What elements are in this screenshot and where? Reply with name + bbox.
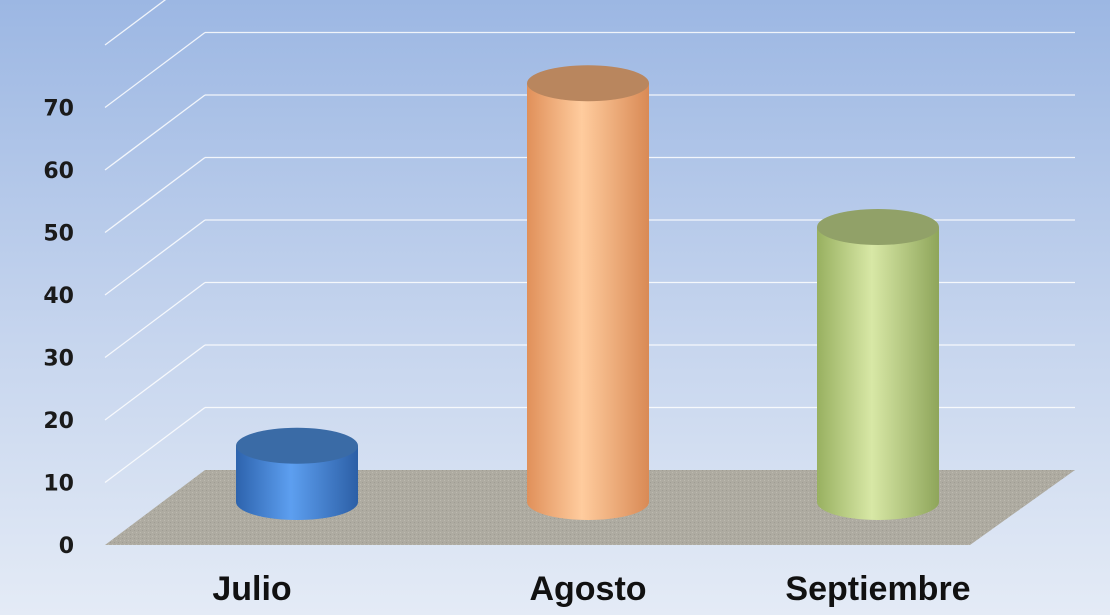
bar-top-shade <box>236 427 358 464</box>
gridline-side <box>104 219 206 296</box>
bar-top <box>817 209 939 245</box>
y-tick-label: 60 <box>43 159 74 184</box>
y-tick-label: 70 <box>43 97 74 122</box>
gridline-side <box>104 406 206 484</box>
bar-top-shade <box>527 65 649 102</box>
bar-body <box>817 227 939 520</box>
y-tick-label: 50 <box>43 222 74 247</box>
y-tick-label: 10 <box>43 472 74 497</box>
y-axis-ticks: 0 10 20 30 40 50 60 70 <box>43 97 74 560</box>
gridline-side <box>104 0 167 46</box>
bar-agosto <box>527 65 649 520</box>
gridline-side <box>104 281 206 359</box>
bar-body <box>527 83 649 520</box>
gridline-side <box>104 31 206 109</box>
bar-top-shade <box>817 209 939 245</box>
y-tick-label: 0 <box>59 534 74 559</box>
y-tick-label: 20 <box>43 409 74 434</box>
gridline-side <box>104 344 206 421</box>
y-tick-label: 30 <box>43 347 74 372</box>
bar-top <box>527 65 649 102</box>
x-tick-label: Julio <box>212 570 291 608</box>
gridline-side <box>104 156 206 234</box>
bar-top <box>236 427 358 464</box>
bar-julio <box>236 427 358 520</box>
bars <box>236 65 939 520</box>
y-tick-label: 40 <box>43 284 74 309</box>
x-tick-label: Septiembre <box>785 570 970 608</box>
gridline-side <box>104 94 206 171</box>
x-tick-label: Agosto <box>529 570 646 608</box>
x-axis-ticks: Julio Agosto Septiembre <box>212 570 970 608</box>
bar-body <box>236 445 358 520</box>
bar-septiembre <box>817 209 939 520</box>
